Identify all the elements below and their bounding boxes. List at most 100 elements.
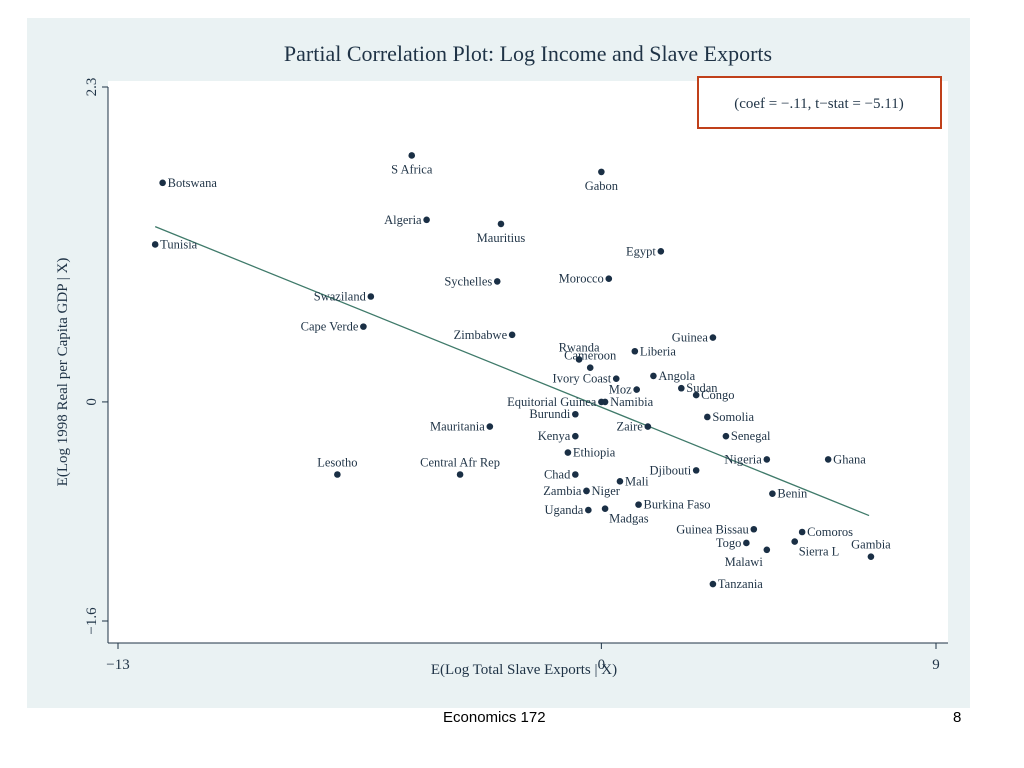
data-point	[616, 478, 624, 485]
slide-footer: Economics 172	[443, 709, 546, 726]
data-point	[743, 539, 750, 547]
data-point	[572, 471, 579, 478]
scatter-plot: Partial Correlation Plot: Log Income and…	[55, 41, 948, 678]
data-point	[612, 375, 620, 382]
data-point	[367, 293, 375, 300]
data-point	[678, 384, 685, 392]
point-label: Burundi	[529, 407, 571, 421]
point-label: Sychelles	[444, 274, 492, 288]
point-label: Egypt	[626, 244, 656, 258]
x-axis-label: E(Log Total Slave Exports | X)	[431, 662, 617, 678]
data-point	[657, 248, 665, 255]
data-point	[867, 553, 875, 560]
point-label: Guinea Bissau	[676, 522, 749, 536]
data-point	[585, 506, 592, 514]
point-label: Mali	[625, 474, 649, 488]
data-point	[334, 471, 341, 478]
data-point	[486, 423, 494, 430]
x-tick-label: −13	[106, 657, 129, 673]
plot-frame	[108, 81, 948, 643]
chart-title: Partial Correlation Plot: Log Income and…	[284, 41, 772, 66]
data-point	[631, 347, 639, 355]
point-label: Benin	[777, 487, 808, 501]
point-label: Nigeria	[724, 452, 762, 466]
point-label: Comoros	[807, 525, 853, 539]
data-point	[798, 528, 806, 536]
data-point	[508, 331, 516, 339]
point-label: Algeria	[384, 213, 422, 227]
x-tick-label: 0	[598, 657, 606, 673]
point-label: Chad	[544, 467, 571, 481]
point-label: Namibia	[610, 395, 653, 409]
point-label: Morocco	[559, 272, 604, 286]
annotation-text: (coef = −.11, t−stat = −5.11)	[734, 96, 903, 112]
data-point	[564, 449, 572, 456]
data-point	[750, 525, 758, 533]
fit-line	[154, 226, 870, 517]
point-label: Gambia	[851, 538, 891, 552]
point-label: Malawi	[725, 555, 764, 569]
data-point	[572, 410, 579, 418]
point-label: Rwanda	[559, 340, 600, 354]
point-label: Equitorial Guinea	[507, 395, 597, 409]
data-point	[605, 275, 613, 282]
data-point	[633, 386, 640, 393]
data-point	[635, 501, 642, 508]
data-point	[709, 580, 717, 588]
point-label: Congo	[701, 388, 734, 402]
point-label: Zimbabwe	[454, 328, 508, 342]
data-point	[408, 152, 416, 159]
y-tick-label: −1.6	[84, 607, 100, 635]
y-axis-label: E(Log 1998 Real per Capita GDP | X)	[55, 258, 71, 487]
point-label: Zambia	[543, 484, 582, 498]
point-label: Kenya	[538, 429, 571, 443]
data-point	[159, 179, 166, 187]
point-label: Mauritius	[477, 231, 526, 245]
point-label: Zaire	[616, 420, 643, 434]
point-label: Madgas	[609, 512, 649, 526]
data-point	[601, 398, 609, 406]
data-point	[601, 505, 609, 513]
point-label: Sierra L	[799, 545, 840, 559]
point-label: Tunisia	[160, 237, 198, 251]
point-label: Somolia	[712, 410, 754, 424]
point-label: Djibouti	[650, 463, 692, 477]
annotation-box: (coef = −.11, t−stat = −5.11)	[697, 76, 942, 129]
point-label: Swaziland	[314, 289, 367, 303]
point-label: Moz	[609, 383, 632, 397]
data-point	[709, 334, 717, 341]
data-point	[763, 546, 771, 554]
point-label: Gabon	[585, 179, 619, 193]
point-label: Niger	[591, 484, 620, 498]
data-point	[497, 220, 505, 228]
data-point	[575, 356, 583, 363]
chart-area: Partial Correlation Plot: Log Income and…	[27, 18, 970, 708]
point-label: Central Afr Rep	[420, 455, 500, 469]
point-label: Angola	[658, 369, 695, 383]
data-point	[644, 423, 652, 430]
data-point	[763, 456, 771, 463]
point-label: Ivory Coast	[553, 372, 612, 386]
data-point	[151, 241, 159, 248]
point-label: Mauritania	[430, 420, 485, 434]
point-label: S Africa	[391, 162, 433, 176]
x-tick-label: 9	[932, 657, 940, 673]
y-tick-label: 2.3	[84, 78, 100, 97]
point-label: Ethiopia	[573, 446, 616, 460]
point-label: Togo	[716, 536, 742, 550]
point-label: Sudan	[686, 381, 718, 395]
point-label: Liberia	[640, 344, 677, 358]
data-point	[769, 490, 776, 497]
point-label: Senegal	[731, 429, 771, 443]
data-point	[692, 391, 700, 399]
point-label: Ghana	[833, 452, 866, 466]
data-point	[456, 471, 464, 478]
data-point	[572, 432, 579, 440]
page-number: 8	[953, 709, 962, 726]
data-point	[586, 364, 594, 371]
point-label: Guinea	[672, 331, 709, 345]
data-point	[650, 372, 657, 380]
data-point	[692, 467, 700, 474]
data-point	[791, 538, 799, 545]
point-label: Uganda	[544, 503, 583, 517]
